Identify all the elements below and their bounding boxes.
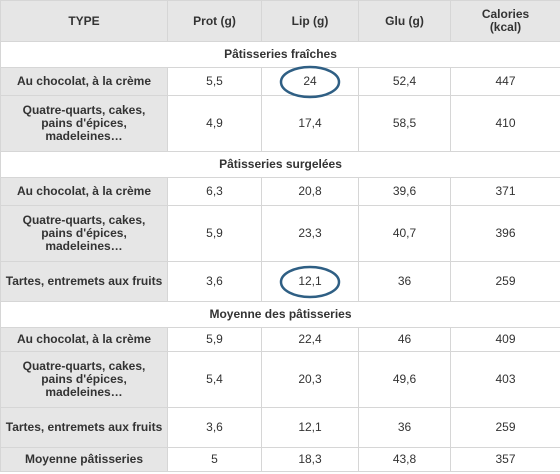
header-type: TYPE	[0, 0, 168, 42]
value-prot: 5,5	[167, 67, 262, 96]
value-lip: 12,1	[261, 407, 359, 448]
section-title: Moyenne des pâtisseries	[0, 301, 560, 328]
table-row: Au chocolat, à la crème 6,3 20,8 39,6 371	[0, 177, 560, 206]
section-row: Moyenne des pâtisseries	[0, 301, 560, 328]
highlight-ellipse	[279, 65, 341, 98]
value-lip: 12,1	[261, 261, 359, 302]
value-lip: 18,3	[261, 447, 359, 472]
header-prot: Prot (g)	[167, 0, 262, 42]
header-lip: Lip (g)	[261, 0, 359, 42]
value-lip: 20,8	[261, 177, 359, 206]
value-lip: 22,4	[261, 327, 359, 352]
value-prot: 5,9	[167, 327, 262, 352]
section-row: Pâtisseries surgelées	[0, 151, 560, 178]
section-row: Pâtisseries fraîches	[0, 41, 560, 68]
value-calories: 259	[450, 261, 560, 302]
value-calories: 357	[450, 447, 560, 472]
value-lip: 20,3	[261, 351, 359, 408]
value-calories: 403	[450, 351, 560, 408]
value-glu: 36	[358, 261, 451, 302]
value-calories: 409	[450, 327, 560, 352]
value-glu: 49,6	[358, 351, 451, 408]
value-lip: 24	[261, 65, 359, 98]
value-glu: 36	[358, 407, 451, 448]
value-calories: 396	[450, 205, 560, 262]
row-type: Quatre-quarts, cakes, pains d'épices, ma…	[0, 205, 168, 262]
section-title: Pâtisseries fraîches	[0, 41, 560, 68]
table-row: Tartes, entremets aux fruits 3,6 12,1 36 259	[0, 261, 560, 302]
value-glu: 46	[358, 327, 451, 352]
highlighted-value: 12,1	[279, 265, 341, 298]
row-type: Quatre-quarts, cakes, pains d'épices, ma…	[0, 351, 168, 408]
value-glu: 43,8	[358, 447, 451, 472]
highlight-circle	[279, 265, 341, 298]
value-lip: 23,3	[261, 205, 359, 262]
value-calories: 259	[450, 407, 560, 448]
value-calories: 410	[450, 95, 560, 152]
header-glu: Glu (g)	[358, 0, 451, 42]
table-row: Au chocolat, à la crème 5,9 22,4 46 409	[0, 327, 560, 352]
table-row: Moyenne pâtisseries 5 18,3 43,8 357	[0, 447, 560, 472]
row-type: Au chocolat, à la crème	[0, 67, 168, 96]
table-body: Pâtisseries fraîches Au chocolat, à la cr…	[0, 41, 560, 472]
row-type: Quatre-quarts, cakes, pains d'épices, ma…	[0, 95, 168, 152]
row-type: Au chocolat, à la crème	[0, 327, 168, 352]
highlighted-value: 24	[279, 65, 341, 98]
value-prot: 3,6	[167, 261, 262, 302]
table-row: Quatre-quarts, cakes, pains d'épices, ma…	[0, 95, 560, 152]
row-type: Moyenne pâtisseries	[0, 447, 168, 472]
section-title: Pâtisseries surgelées	[0, 151, 560, 178]
value-calories: 371	[450, 177, 560, 206]
value-prot: 3,6	[167, 407, 262, 448]
highlight-circle	[279, 65, 341, 98]
header-row: TYPE Prot (g) Lip (g) Glu (g) Calories (…	[0, 0, 560, 42]
value-prot: 5,4	[167, 351, 262, 408]
table-row: Quatre-quarts, cakes, pains d'épices, ma…	[0, 205, 560, 262]
value-glu: 40,7	[358, 205, 451, 262]
value-lip: 17,4	[261, 95, 359, 152]
value-prot: 5,9	[167, 205, 262, 262]
table-row: Tartes, entremets aux fruits 3,6 12,1 36 259	[0, 407, 560, 448]
highlight-ellipse	[279, 265, 341, 298]
value-prot: 5	[167, 447, 262, 472]
table-row: Quatre-quarts, cakes, pains d'épices, ma…	[0, 351, 560, 408]
value-prot: 6,3	[167, 177, 262, 206]
row-type: Tartes, entremets aux fruits	[0, 261, 168, 302]
row-type: Au chocolat, à la crème	[0, 177, 168, 206]
value-glu: 39,6	[358, 177, 451, 206]
value-glu: 58,5	[358, 95, 451, 152]
header-calories: Calories (kcal)	[450, 0, 560, 42]
row-type: Tartes, entremets aux fruits	[0, 407, 168, 448]
table-row: Au chocolat, à la crème 5,5 24 52,4 447	[0, 65, 560, 98]
value-calories: 447	[450, 67, 560, 96]
value-glu: 52,4	[358, 67, 451, 96]
value-prot: 4,9	[167, 95, 262, 152]
